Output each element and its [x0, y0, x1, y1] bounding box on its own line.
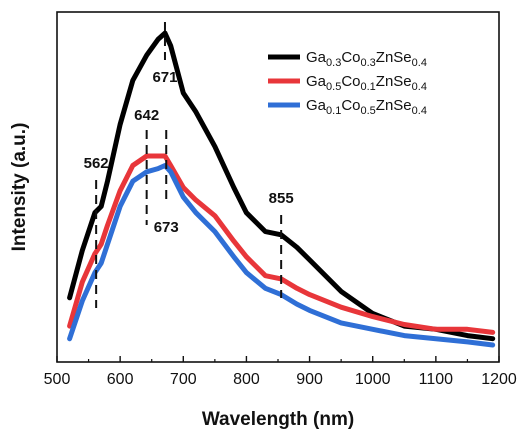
x-axis-title: Wavelength (nm): [202, 409, 354, 430]
x-tick-label: 1100: [419, 371, 454, 388]
x-tick-label: 600: [107, 371, 134, 388]
peak-label-642: 642: [134, 107, 159, 124]
peak-label-671: 671: [152, 69, 177, 86]
legend-label-0: Ga0.3Co0.3ZnSe0.4: [306, 49, 427, 69]
y-axis-title: Intensity (a.u.): [9, 123, 30, 252]
x-tick-label: 800: [233, 371, 260, 388]
x-tick-label: 1200: [481, 371, 517, 388]
series-line-1: [67, 153, 496, 335]
series-line-0: [67, 30, 496, 342]
legend-label-2: Ga0.1Co0.5ZnSe0.4: [306, 97, 427, 117]
peak-label-673: 673: [154, 219, 179, 236]
legend-label-1: Ga0.5Co0.1ZnSe0.4: [306, 73, 427, 93]
x-axis-ticks: 500 600 700 800 900 1000 1100 1200: [44, 356, 517, 388]
peak-label-562: 562: [84, 155, 109, 172]
series-lines: [67, 30, 496, 348]
peak-label-855: 855: [269, 190, 294, 207]
x-tick-label: 500: [44, 371, 71, 388]
series-line-2: [67, 163, 496, 348]
peak-annotations: 562 642 671 673 855: [84, 22, 294, 308]
x-tick-label: 900: [296, 371, 323, 388]
legend: Ga0.3Co0.3ZnSe0.4 Ga0.5Co0.1ZnSe0.4 Ga0.…: [268, 49, 427, 117]
x-tick-label: 700: [170, 371, 197, 388]
x-tick-label: 1000: [355, 371, 391, 388]
